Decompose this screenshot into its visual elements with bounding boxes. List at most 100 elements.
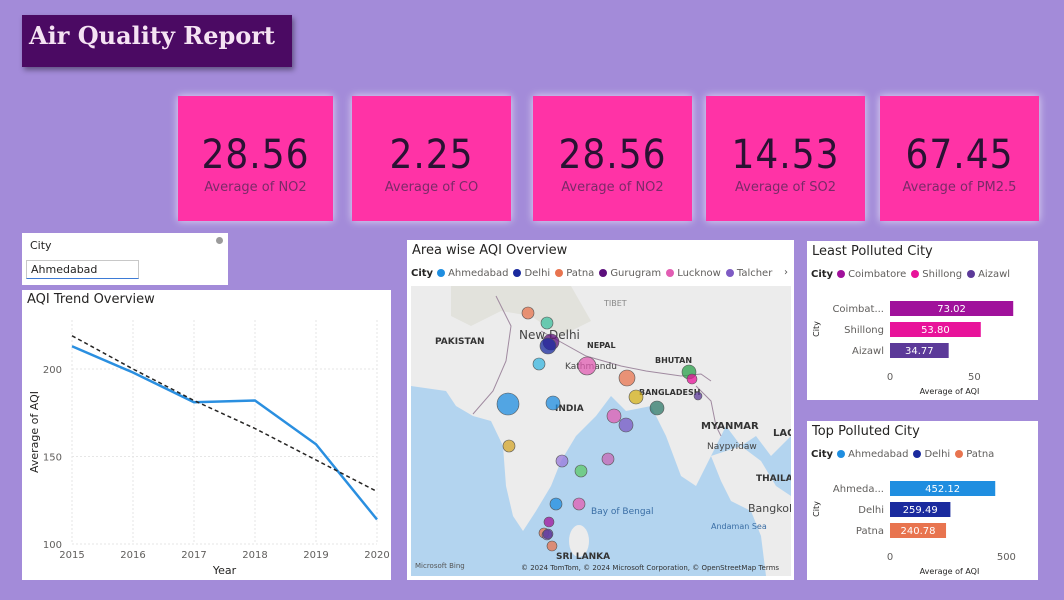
city-bubble[interactable] [502,439,516,453]
legend-label: Aizawl [978,269,1011,280]
legend-item[interactable]: Shillong [911,269,962,280]
city-bubble[interactable] [628,389,644,405]
city-bubble[interactable] [686,373,698,385]
legend-label: Lucknow [677,268,721,279]
legend-item[interactable]: Delhi [913,449,950,460]
city-slicer[interactable]: City Ahmedabad [22,233,228,285]
bar[interactable] [890,301,1014,316]
legend-item[interactable]: Patna [955,449,994,460]
legend-item[interactable]: Ahmedabad [837,449,908,460]
map-border-west [472,295,512,415]
city-bubble[interactable] [693,391,703,401]
trend-line-aqi[interactable] [71,345,378,521]
trend-y-tick: 100 [43,540,62,551]
bar[interactable] [890,502,951,517]
top-polluted-chart: City Ahmeda... 452.12 Delhi 259.49 Patna 240.7… [812,481,1016,576]
kpi-card: 67.45 Average of PM2.5 [880,96,1039,221]
legend-item[interactable]: Patna [555,268,594,279]
map-place-label: BANGLADESH [639,388,700,397]
city-bubble[interactable] [545,395,561,411]
city-bubble[interactable] [618,417,634,433]
top-polluted-title: Top Polluted City [812,424,920,439]
bar-x-axis-label: Average of AQI [920,387,980,396]
map-place-label: INDIA [555,404,584,414]
legend-label: Coimbatore [848,269,907,280]
legend-swatch [837,270,846,278]
city-bubble[interactable] [549,497,563,511]
legend-item[interactable]: Gurugram [599,268,661,279]
bar-category-label: Ahmeda... [833,484,884,495]
trend-x-tick: 2017 [181,550,206,561]
map-place-label: Bangkok [748,502,791,515]
legend-title: City [811,269,834,280]
trend-y-label: Average of AQI [28,391,41,473]
slicer-dropdown[interactable]: Ahmedabad [26,260,139,279]
bar-x-tick: 0 [887,372,893,383]
legend-item[interactable]: Talcher [725,268,773,279]
legend-item[interactable]: Lucknow [666,268,721,279]
kpi-card: 28.56 Average of NO2 [178,96,333,221]
kpi-label: Average of NO2 [204,180,307,195]
map-panel[interactable]: Area wise AQI Overview City Ahmedabad Delh… [407,240,794,580]
kpi-card: 28.56 Average of NO2 [533,96,692,221]
city-bubble[interactable] [649,400,665,416]
legend-item[interactable]: Ahmedabad [437,268,508,279]
trend-x-label: Year [212,564,237,577]
city-bubble[interactable] [577,356,597,376]
bar[interactable] [890,322,981,337]
trend-x-tick: 2016 [120,550,145,561]
slicer-label: City [30,239,52,252]
map-place-label: NEPAL [587,341,616,350]
city-bubble[interactable] [555,454,569,468]
bar-x-axis-label: Average of AQI [920,567,980,576]
map-title: Area wise AQI Overview [412,243,568,258]
city-bubble[interactable] [540,316,554,330]
kpi-value: 2.25 [389,132,474,178]
map-land-mainland [411,286,791,531]
map-place-label: MYANMAR [701,421,759,432]
legend-label: Talcher [736,268,773,279]
legend-item[interactable]: Aizawl [967,269,1010,280]
least-polluted-panel[interactable]: Least Polluted City City Coimbatore Shillo… [807,241,1038,400]
legend-item[interactable]: Delhi [513,268,550,279]
city-bubble[interactable] [532,357,546,371]
bar[interactable] [890,343,949,358]
legend-item[interactable]: Coimbatore [837,269,906,280]
legend-swatch [955,450,964,458]
city-bubble[interactable] [572,497,586,511]
bar[interactable] [890,481,996,496]
legend-next-icon[interactable]: › [784,267,788,278]
legend-label: Delhi [924,449,951,460]
bar-category-label: Delhi [858,505,884,516]
bar-y-axis-label: City [812,321,821,337]
city-bubble[interactable] [543,516,555,528]
city-bubble[interactable] [542,528,554,540]
city-bubble[interactable] [574,464,588,478]
top-polluted-panel[interactable]: Top Polluted City City Ahmedabad Delhi Patn… [807,421,1038,580]
map-attribution: © 2024 TomTom, © 2024 Microsoft Corporat… [521,564,779,572]
legend-swatch [555,269,564,277]
bar-category-label: Patna [856,526,884,537]
map-border-east [695,385,722,437]
map-legend: City Ahmedabad Delhi Patna Gurugram Lucknow Ta… [411,268,777,279]
legend-swatch [666,269,675,277]
legend-label: Delhi [524,268,551,279]
slicer-options-icon[interactable] [216,237,223,244]
city-bubble[interactable] [521,306,535,320]
city-bubble[interactable] [618,369,636,387]
city-bubble[interactable] [496,392,520,416]
bar[interactable] [890,523,947,538]
map-place-label: TIBET [603,299,627,308]
legend-label: Patna [966,449,995,460]
aqi-trend-panel[interactable]: AQI Trend Overview 100 150 200 2015 2016 2017… [22,290,391,580]
city-bubble[interactable] [546,540,558,552]
kpi-label: Average of PM2.5 [902,180,1017,195]
city-bubble[interactable] [601,452,615,466]
trend-chart: 100 150 200 2015 2016 2017 2018 2019 2020 Year Ave… [28,320,390,577]
kpi-label: Average of SO2 [735,180,836,195]
legend-title: City [811,449,834,460]
city-bubble[interactable] [539,337,557,355]
city-bubble[interactable] [606,408,622,424]
map-place-label: LAO [773,428,791,439]
